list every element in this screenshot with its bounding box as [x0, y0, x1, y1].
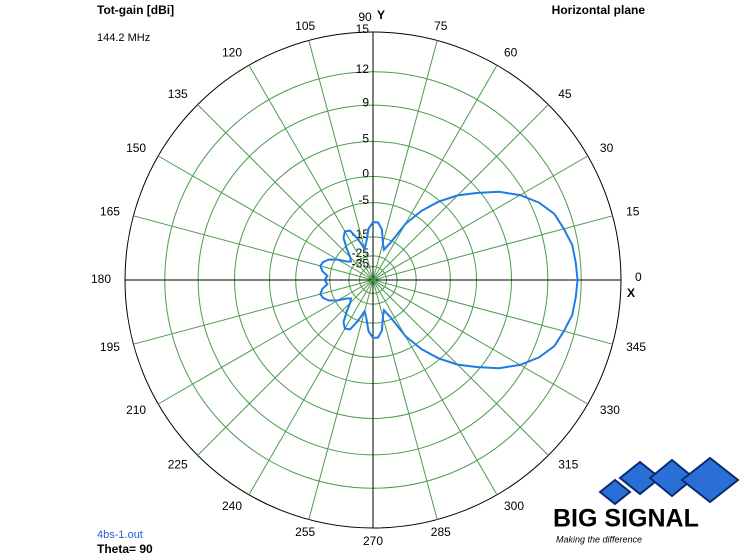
grid-spoke [157, 155, 374, 281]
grid-spoke [372, 104, 549, 281]
r-tick-label: 9 [362, 95, 369, 109]
theta-tick-label: 15 [626, 204, 640, 218]
theta-tick-label: 330 [600, 403, 620, 417]
r-tick-label: 12 [356, 62, 370, 76]
theta-tick-label: 210 [126, 403, 146, 417]
grid-spoke [372, 155, 589, 281]
frequency: 144.2 MHz [97, 32, 150, 44]
theta-tick-label: 60 [504, 45, 518, 59]
theta-tick-label: 195 [100, 340, 120, 354]
theta-tick-label: 285 [431, 525, 451, 539]
theta-label: Theta= 90 [97, 542, 153, 556]
logo-tagline: Making the difference [556, 534, 642, 544]
grid-spoke [372, 64, 498, 281]
logo-backdrop [552, 506, 712, 534]
grid-spoke [372, 279, 613, 345]
theta-tick-label: 165 [100, 204, 120, 218]
grid-spoke [133, 215, 374, 281]
grid-spoke [372, 279, 589, 405]
logo-diamonds [598, 456, 740, 506]
grid-spoke [133, 279, 374, 345]
theta-tick-label: 225 [168, 457, 188, 471]
theta-tick-label: 255 [295, 525, 315, 539]
logo-name: BIG SIGNAL [553, 505, 699, 533]
y-axis-label: Y [377, 8, 385, 22]
theta-tick-label: 45 [558, 87, 572, 101]
grid-spoke [248, 64, 374, 281]
theta-tick-label: 240 [222, 499, 242, 513]
grid-spoke [372, 40, 438, 281]
logo: BIG SIGNAL Making the difference [552, 456, 740, 544]
theta-tick-label: 345 [626, 340, 646, 354]
grid-spoke [308, 40, 374, 281]
pattern-line [319, 190, 579, 370]
theta-tick-label: 0 [635, 270, 642, 284]
theta-tick-label: 300 [504, 499, 524, 513]
grid-spoke [248, 279, 374, 496]
plane-label: Horizontal plane [552, 3, 646, 17]
r-tick-label: 0 [362, 167, 369, 181]
file-label: 4bs-1.out [97, 529, 143, 541]
theta-tick-label: 180 [91, 272, 111, 286]
grid-spoke [308, 279, 374, 520]
theta-tick-label: 150 [126, 141, 146, 155]
theta-tick-label: 30 [600, 141, 614, 155]
theta-tick-label: 105 [295, 19, 315, 33]
grid-spoke [372, 279, 438, 520]
theta-tick-label: 135 [168, 87, 188, 101]
theta-tick-label: 90 [358, 10, 372, 24]
theta-tick-label: 270 [363, 534, 383, 548]
r-tick-label: 5 [362, 132, 369, 146]
r-tick-label: -5 [358, 193, 369, 207]
r-tick-label: 15 [356, 22, 370, 36]
theta-tick-label: 315 [558, 457, 578, 471]
grid-spoke [197, 279, 374, 456]
theta-tick-label: 120 [222, 45, 242, 59]
theta-tick-label: 75 [434, 19, 448, 33]
grid-spoke [197, 104, 374, 281]
chart-title: Tot-gain [dBi] [97, 3, 174, 17]
grid-spoke [372, 279, 549, 456]
grid-spoke [157, 279, 374, 405]
r-tick-label: -35 [352, 257, 370, 271]
x-axis-label: X [627, 286, 635, 300]
grid-spoke [372, 279, 498, 496]
grid-spoke [372, 215, 613, 281]
